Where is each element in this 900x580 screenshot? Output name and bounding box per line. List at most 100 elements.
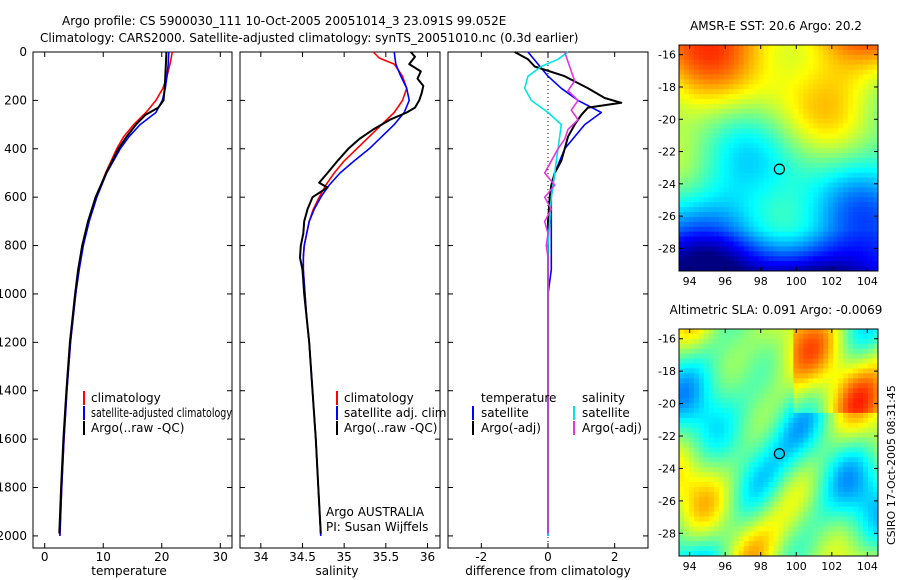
heatmap-cell bbox=[743, 338, 750, 345]
heatmap-cell bbox=[793, 472, 799, 478]
heatmap-cell bbox=[763, 261, 770, 267]
heatmap-cell bbox=[708, 551, 715, 557]
heatmap-cell bbox=[863, 343, 869, 350]
heatmap-cell bbox=[843, 162, 849, 169]
heatmap-cell bbox=[683, 373, 690, 379]
heatmap-cell bbox=[873, 158, 879, 164]
heatmap-cell bbox=[793, 541, 799, 547]
heatmap-cell bbox=[753, 383, 760, 389]
x-tick-label: 34 bbox=[253, 550, 268, 564]
heatmap-cell bbox=[828, 187, 834, 193]
heatmap-cell bbox=[823, 491, 829, 498]
x-tick-label: 30 bbox=[213, 550, 228, 564]
heatmap-cell bbox=[793, 182, 799, 188]
heatmap-cell bbox=[748, 256, 755, 262]
heatmap-cell bbox=[858, 491, 864, 498]
heatmap-cell bbox=[853, 187, 859, 193]
heatmap-cell bbox=[818, 256, 824, 262]
heatmap-cell bbox=[798, 546, 804, 552]
heatmap-cell bbox=[758, 412, 765, 419]
heatmap-cell bbox=[838, 241, 844, 247]
heatmap-cell bbox=[788, 496, 794, 503]
heatmap-cell bbox=[838, 172, 844, 179]
heatmap-cell bbox=[803, 437, 809, 443]
argo-location-marker bbox=[773, 163, 785, 175]
heatmap-cell bbox=[728, 398, 735, 404]
heatmap-cell bbox=[788, 241, 794, 247]
heatmap-cell bbox=[693, 496, 700, 503]
heatmap-cell bbox=[703, 153, 710, 159]
heatmap-cell bbox=[838, 407, 844, 414]
heatmap-cell bbox=[853, 393, 859, 399]
heatmap-cell bbox=[813, 202, 819, 208]
heatmap-cell bbox=[788, 417, 794, 424]
heatmap-cell bbox=[833, 481, 839, 488]
heatmap-cell bbox=[833, 442, 839, 448]
heatmap-cell bbox=[853, 551, 859, 557]
heatmap-cell bbox=[803, 516, 809, 522]
heatmap-cell bbox=[818, 363, 824, 369]
heatmap-cell bbox=[683, 84, 690, 90]
heatmap-cell bbox=[743, 241, 750, 247]
legend-label-satellite: satellite-adjusted climatology bbox=[91, 406, 232, 420]
heatmap-cell bbox=[848, 103, 854, 110]
heatmap-cell bbox=[698, 477, 705, 483]
heatmap-cell bbox=[713, 192, 720, 198]
y-tick-label: 800 bbox=[4, 239, 27, 253]
heatmap-cell bbox=[798, 158, 804, 164]
heatmap-cell bbox=[718, 123, 725, 130]
heatmap-cell bbox=[748, 427, 755, 434]
heatmap-cell bbox=[868, 226, 874, 233]
heatmap-cell bbox=[823, 541, 829, 547]
heatmap-cell bbox=[823, 338, 829, 345]
series-line-3 bbox=[543, 51, 579, 534]
heatmap-cell bbox=[768, 207, 775, 213]
legend-title-salinity: salinity bbox=[582, 391, 625, 405]
heatmap-cell bbox=[778, 501, 784, 508]
heatmap-cell bbox=[778, 491, 784, 498]
heatmap-cell bbox=[713, 226, 720, 233]
heatmap-cell bbox=[743, 59, 750, 66]
heatmap-cell bbox=[718, 412, 725, 419]
heatmap-cell bbox=[718, 162, 725, 169]
heatmap-cell bbox=[858, 103, 864, 110]
heatmap-cell bbox=[823, 516, 829, 522]
heatmap-cell bbox=[758, 481, 765, 488]
heatmap-cell bbox=[723, 153, 730, 159]
heatmap-cell bbox=[833, 202, 839, 208]
heatmap-cell bbox=[763, 496, 770, 503]
heatmap-cell bbox=[843, 246, 849, 252]
heatmap-cell bbox=[723, 192, 730, 198]
heatmap-cell bbox=[848, 74, 854, 80]
heatmap-cell bbox=[783, 491, 789, 498]
heatmap-cell bbox=[778, 486, 784, 493]
heatmap-cell bbox=[798, 54, 804, 61]
heatmap-cell bbox=[833, 172, 839, 179]
heatmap-cell bbox=[868, 54, 874, 61]
heatmap-cell bbox=[783, 472, 789, 478]
heatmap-cell bbox=[679, 486, 685, 493]
heatmap-cell bbox=[868, 261, 874, 267]
heatmap-cell bbox=[679, 212, 685, 218]
sst-map-frame bbox=[678, 44, 879, 272]
heatmap-cell bbox=[738, 89, 745, 95]
heatmap-cell bbox=[713, 516, 720, 522]
heatmap-cell bbox=[748, 481, 755, 488]
heatmap-cell bbox=[813, 54, 819, 61]
heatmap-cell bbox=[813, 329, 819, 335]
heatmap-cell bbox=[743, 496, 750, 503]
heatmap-cell bbox=[813, 187, 819, 193]
heatmap-cell bbox=[683, 333, 690, 340]
heatmap-cell bbox=[768, 516, 775, 522]
heatmap-cell bbox=[733, 343, 740, 350]
heatmap-cell bbox=[728, 89, 735, 95]
heatmap-cell bbox=[708, 412, 715, 419]
heatmap-cell bbox=[753, 192, 760, 198]
heatmap-cell bbox=[683, 143, 690, 149]
heatmap-cell bbox=[698, 103, 705, 110]
heatmap-cell bbox=[773, 491, 779, 498]
heatmap-cell bbox=[753, 113, 760, 120]
heatmap-cell bbox=[708, 452, 715, 458]
heatmap-cell bbox=[703, 207, 710, 213]
heatmap-cell bbox=[778, 226, 784, 233]
